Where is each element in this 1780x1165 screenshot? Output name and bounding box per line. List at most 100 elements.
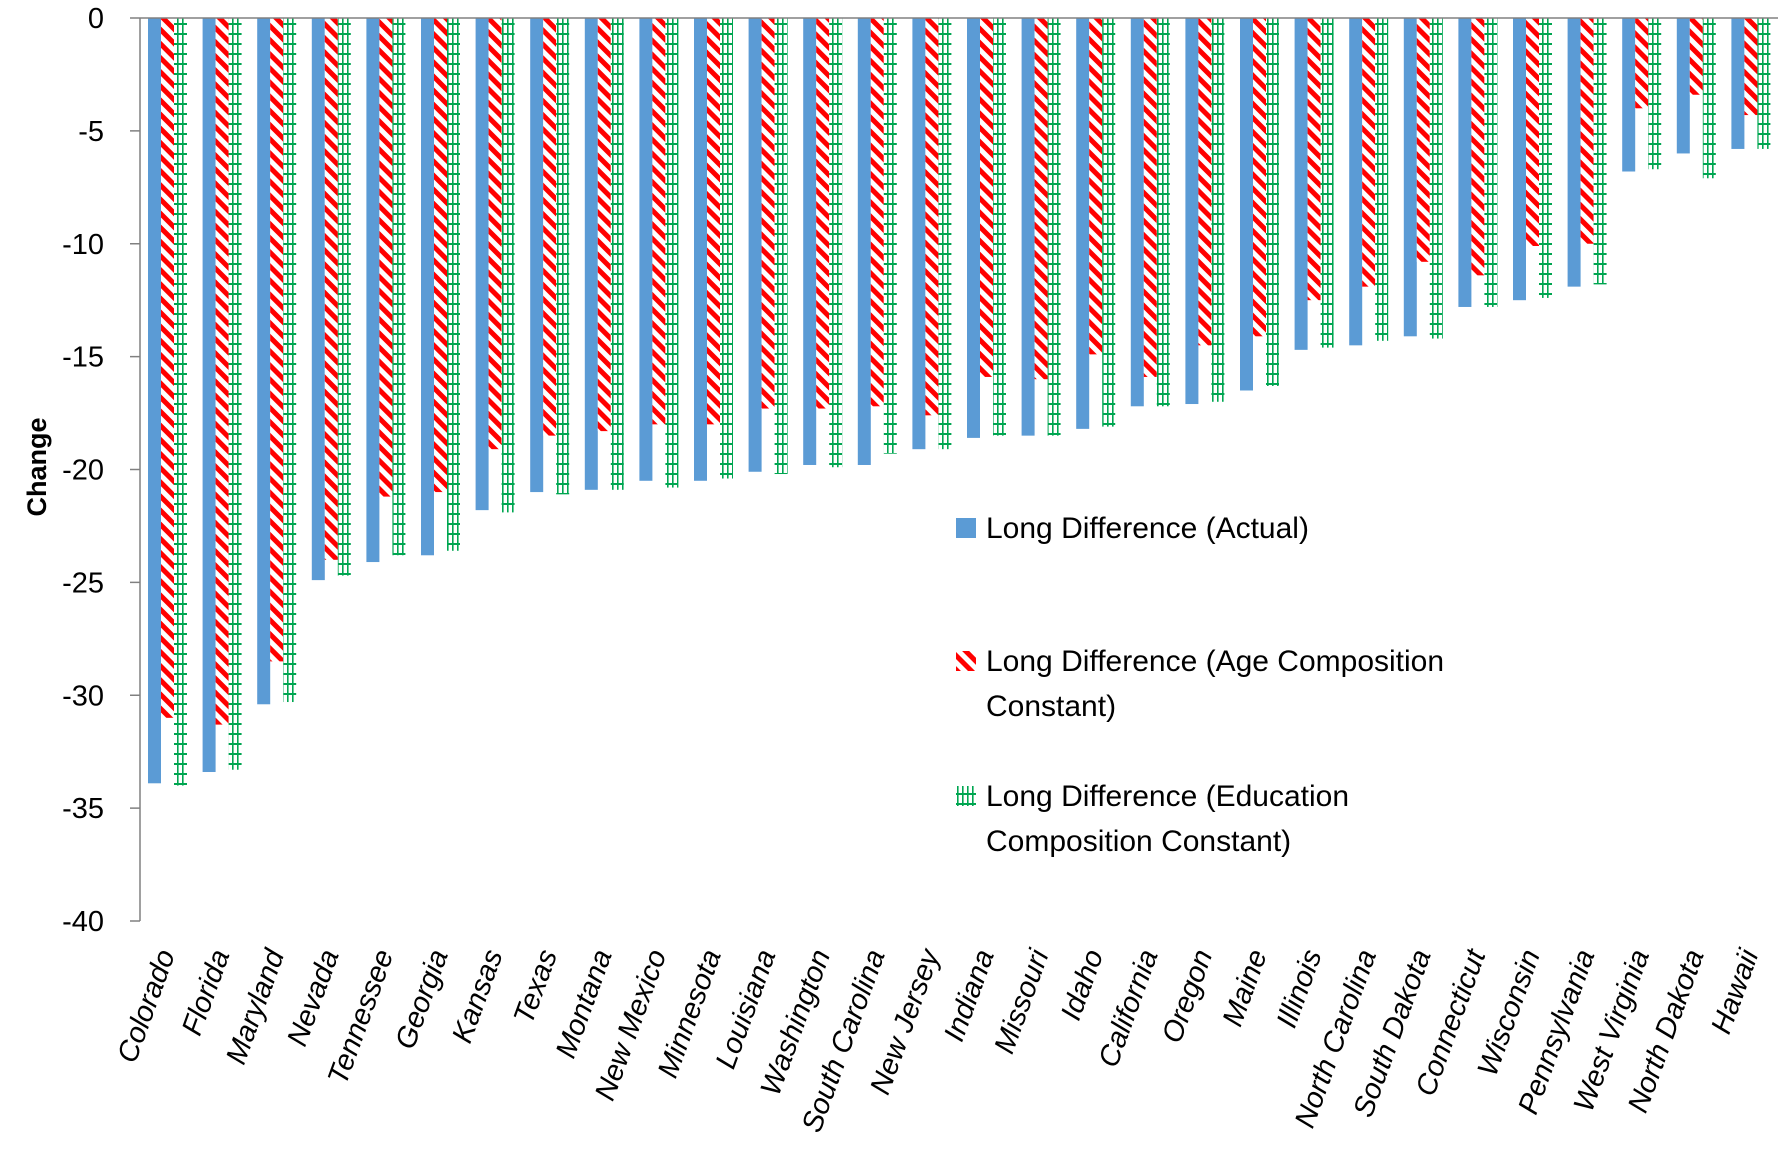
bar-actual [1403, 18, 1417, 337]
bar-actual [311, 18, 325, 581]
bar-education-constant [392, 18, 406, 556]
bar-education-constant [1320, 18, 1334, 348]
bar-education-constant [720, 18, 733, 479]
legend-label-actual: Long Difference (Actual) [986, 512, 1309, 545]
category-label: Indiana [938, 945, 1001, 1045]
legend-swatch-actual [956, 518, 976, 538]
bar-age-constant [270, 18, 284, 662]
bar-actual [530, 18, 544, 493]
bar-actual [1676, 18, 1690, 154]
category-label: Georgia [390, 945, 455, 1053]
bar-age-constant [379, 18, 393, 497]
bar-education-constant [774, 18, 788, 475]
legend-label-education-line1: Long Difference (Education [986, 780, 1349, 813]
bar-actual [475, 18, 489, 511]
bar-age-constant [1635, 18, 1649, 109]
category-label-layer: ColoradoFloridaMarylandNevadaTennesseeGe… [112, 944, 1766, 1137]
bar-education-constant [283, 18, 297, 703]
bar-actual [1458, 18, 1472, 307]
bar-age-constant [761, 18, 775, 409]
y-tick-label: -5 [78, 116, 104, 148]
bar-education-constant [1047, 18, 1061, 436]
bar-age-constant [816, 18, 830, 409]
bar-actual [803, 18, 817, 465]
bar-actual [1567, 18, 1581, 287]
bar-actual [366, 18, 380, 563]
bar-age-constant [488, 18, 502, 450]
bar-actual [421, 18, 434, 556]
category-label: Colorado [112, 945, 182, 1067]
legend-label-age-line2: Constant) [986, 690, 1116, 723]
bar-layer [148, 18, 1771, 786]
legend-label-education-line2: Composition Constant) [986, 825, 1291, 858]
bar-actual [1294, 18, 1308, 350]
legend: Long Difference (Actual) Long Difference… [956, 512, 1452, 858]
bar-actual [967, 18, 980, 438]
bar-age-constant [1198, 18, 1212, 346]
bar-education-constant [938, 18, 952, 450]
bar-actual [1731, 18, 1745, 149]
legend-swatch-education [956, 786, 976, 806]
bar-actual [912, 18, 926, 450]
bar-education-constant [993, 18, 1006, 436]
legend-label-education: Long Difference (Education Composition C… [986, 780, 1357, 858]
legend-label-age: Long Difference (Age Composition Constan… [986, 645, 1452, 723]
bar-education-constant [1702, 18, 1716, 179]
bar-age-constant [1307, 18, 1321, 301]
y-tick-label: -15 [62, 342, 104, 374]
bar-age-constant [215, 18, 229, 725]
bar-actual [1185, 18, 1199, 405]
bar-education-constant [501, 18, 515, 513]
bar-age-constant [434, 18, 447, 493]
bar-education-constant [1429, 18, 1443, 339]
bar-actual [639, 18, 653, 481]
bar-age-constant [1362, 18, 1376, 287]
bar-actual [694, 18, 707, 481]
bar-education-constant [174, 18, 187, 786]
axis-layer: 0 -5 -10 -15 -20 -25 -30 -35 -40 [62, 3, 141, 938]
bar-age-constant [1416, 18, 1430, 262]
category-label: Texas [508, 945, 564, 1028]
bar-age-constant [1580, 18, 1594, 244]
category-label: Oregon [1156, 945, 1219, 1047]
bar-actual [748, 18, 762, 472]
bar-age-constant [707, 18, 720, 425]
bar-age-constant [1744, 18, 1758, 116]
category-label: Hawaii [1705, 944, 1765, 1038]
bar-actual [584, 18, 598, 490]
bar-age-constant [543, 18, 557, 436]
bar-age-constant [870, 18, 884, 407]
bar-education-constant [610, 18, 624, 490]
bar-actual [202, 18, 216, 773]
bar-actual [257, 18, 271, 705]
bar-education-constant [1375, 18, 1389, 341]
bar-actual [1349, 18, 1363, 346]
bar-actual [1622, 18, 1636, 172]
bar-age-constant [980, 18, 993, 377]
bar-education-constant [1484, 18, 1498, 307]
bar-age-constant [161, 18, 174, 718]
category-label: Maine [1217, 945, 1274, 1030]
bar-actual [1513, 18, 1526, 301]
y-tick-label: 0 [88, 3, 104, 35]
bar-actual [857, 18, 871, 465]
category-label: Kansas [446, 945, 509, 1047]
y-tick-label: -30 [62, 680, 104, 712]
bar-age-constant [597, 18, 611, 432]
bar-actual [1021, 18, 1035, 436]
bar-age-constant [925, 18, 939, 416]
bar-actual [1076, 18, 1090, 429]
bar-education-constant [1156, 18, 1170, 407]
bar-education-constant [1593, 18, 1607, 285]
category-label: Illinois [1271, 945, 1329, 1032]
category-label: Idaho [1055, 945, 1110, 1024]
bar-education-constant [337, 18, 351, 576]
bar-education-constant [556, 18, 570, 495]
bar-education-constant [665, 18, 679, 488]
bar-education-constant [1648, 18, 1662, 170]
category-label: Nevada [281, 945, 345, 1050]
bar-education-constant [447, 18, 460, 551]
bar-age-constant [1689, 18, 1703, 95]
y-tick-label: -25 [62, 567, 104, 599]
